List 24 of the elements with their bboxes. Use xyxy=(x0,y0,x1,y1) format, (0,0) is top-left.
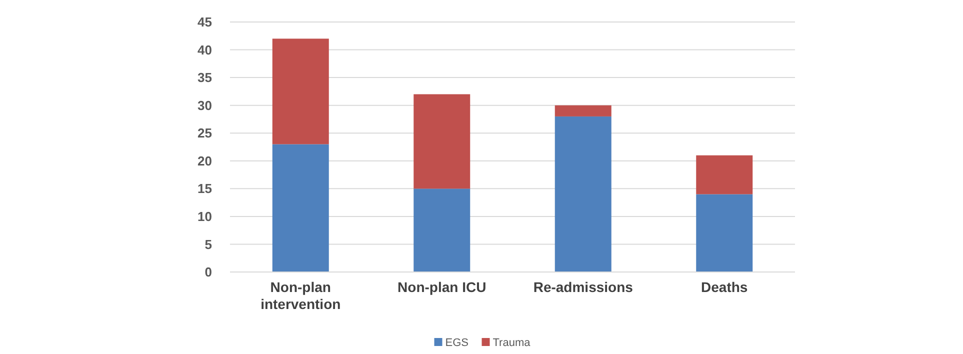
bar xyxy=(414,94,470,189)
legend-label: Trauma xyxy=(492,337,532,349)
bar xyxy=(696,194,753,272)
y-tick-label: 35 xyxy=(198,70,212,86)
x-tick-label: Re-admissions xyxy=(533,279,634,295)
x-tick-label: Non-plan ICU xyxy=(398,279,486,295)
bar xyxy=(696,155,753,194)
bar xyxy=(554,105,612,116)
x-tick-label: Non-plan intervention xyxy=(260,279,341,312)
bar xyxy=(414,188,470,272)
y-tick-label: 0 xyxy=(204,264,212,280)
y-tick-label: 15 xyxy=(198,181,212,196)
bar xyxy=(272,38,329,144)
y-tick-label: 10 xyxy=(198,208,212,224)
y-tick-label: 40 xyxy=(198,42,212,58)
x-tick-label: Deaths xyxy=(701,279,748,295)
bar xyxy=(272,144,329,272)
bar xyxy=(554,116,612,272)
y-tick-label: 5 xyxy=(204,236,212,252)
y-tick-label: 30 xyxy=(198,98,212,113)
y-tick-label: 20 xyxy=(198,153,212,168)
y-tick-label: 45 xyxy=(198,14,212,30)
legend-label: EGS xyxy=(445,337,468,349)
y-tick-label: 25 xyxy=(198,126,212,141)
